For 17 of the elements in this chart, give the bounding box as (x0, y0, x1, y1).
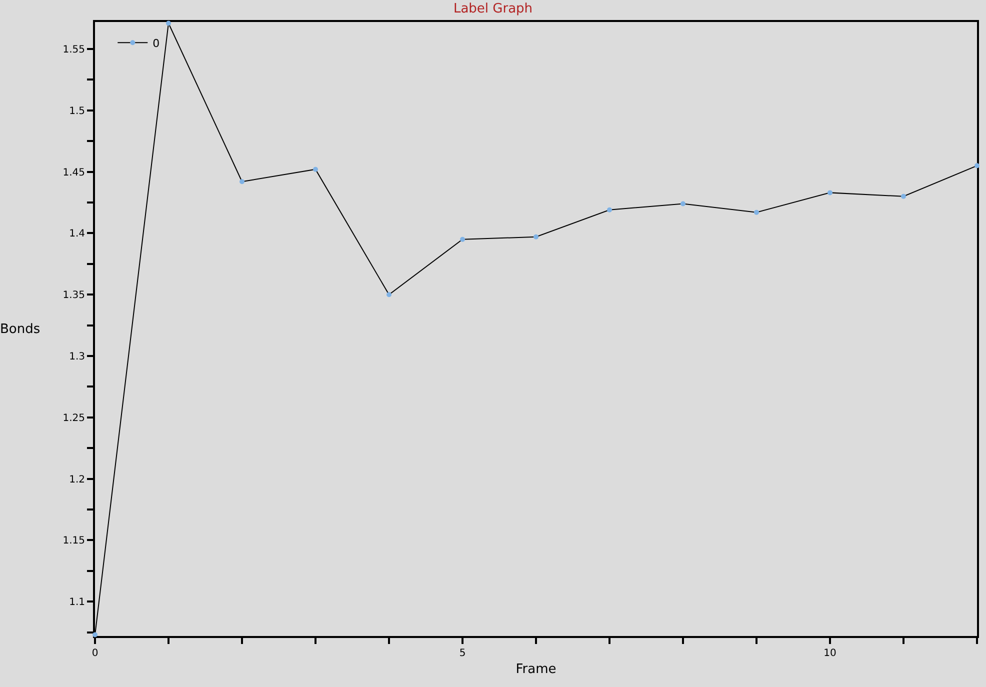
y-tick-label: 1.15 (62, 536, 85, 547)
y-tick-label: 1.2 (69, 474, 85, 486)
y-tick-label: 1.3 (69, 352, 85, 363)
y-tick-label: 1.1 (69, 597, 85, 608)
y-tick-label: 1.5 (69, 106, 85, 117)
x-tick-label: 10 (824, 648, 836, 659)
x-axis-title: Frame (516, 662, 556, 678)
y-axis-title: Bonds (0, 322, 40, 337)
y-tick-label: 1.35 (62, 290, 85, 302)
chart-title: Label Graph (453, 2, 533, 17)
y-tick-label: 1.45 (62, 167, 85, 178)
y-tick-label: 1.25 (62, 412, 85, 424)
y-tick-label: 1.55 (62, 44, 85, 56)
y-tick-label: 1.4 (69, 228, 85, 240)
legend-label: 0 (152, 36, 160, 50)
x-tick-label: 0 (92, 648, 98, 659)
x-tick-label: 5 (459, 648, 466, 659)
